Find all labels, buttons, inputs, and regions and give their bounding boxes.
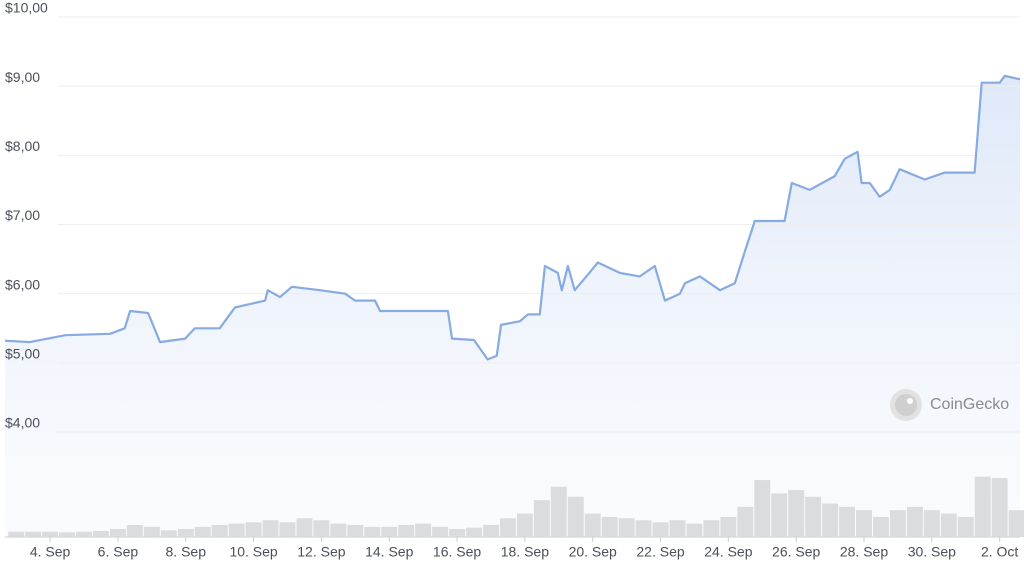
volume-bar <box>957 516 974 537</box>
volume-bar <box>25 531 42 537</box>
watermark: CoinGecko <box>930 396 1009 413</box>
volume-bar <box>466 527 482 537</box>
volume-bar <box>228 523 245 537</box>
volume-bar <box>262 520 279 537</box>
y-tick-label: $6,00 <box>5 276 40 292</box>
volume-bar <box>398 524 415 537</box>
volume-bar <box>991 478 1008 537</box>
volume-bar <box>296 518 313 537</box>
price-line <box>4 74 1021 361</box>
volume-bar <box>856 510 872 537</box>
volume-bar <box>974 476 991 537</box>
volume-bar <box>533 500 550 537</box>
volume-bar <box>279 522 296 537</box>
volume-bar <box>177 528 194 537</box>
volume-bar <box>889 510 906 537</box>
volume-bar <box>822 503 839 537</box>
volume-bar <box>940 513 957 537</box>
x-tick-label: 18. Sep <box>501 544 549 560</box>
volume-bar <box>160 530 177 537</box>
x-tick-label: 28. Sep <box>840 544 888 560</box>
x-tick-label: 20. Sep <box>569 544 617 560</box>
volume-bar <box>839 506 856 537</box>
volume-bar <box>211 524 228 537</box>
volume-bar <box>313 520 330 537</box>
volume-bar <box>109 528 126 537</box>
volume-bar <box>245 522 262 537</box>
y-tick-label: $5,00 <box>5 346 40 362</box>
watermark-logo <box>890 389 922 421</box>
volume-bar <box>330 523 347 537</box>
x-tick-label: 22. Sep <box>636 544 684 560</box>
volume-bar <box>482 524 499 537</box>
volume-bar <box>449 528 466 537</box>
volume-bar <box>923 510 940 537</box>
y-tick-label: $10,00 <box>5 0 48 16</box>
x-tick-label: 26. Sep <box>772 544 820 560</box>
volume-bar <box>567 496 584 537</box>
y-tick-label: $7,00 <box>5 207 40 223</box>
volume-bar <box>1008 510 1024 537</box>
volume-bar <box>8 531 25 537</box>
y-tick-label: $8,00 <box>5 138 40 154</box>
volume-bar <box>805 496 822 537</box>
volume-bar <box>771 493 788 537</box>
volume-bar <box>59 532 76 537</box>
x-tick-label: 16. Sep <box>433 544 481 560</box>
volume-bar <box>415 523 432 537</box>
volume-bar <box>92 530 109 537</box>
volume-bar <box>669 520 686 537</box>
volume-bar <box>788 490 805 537</box>
x-tick-label: 24. Sep <box>704 544 752 560</box>
volume-bar <box>76 531 92 537</box>
volume-bar <box>381 526 398 537</box>
volume-bar <box>364 526 381 537</box>
volume-bar <box>194 526 211 537</box>
volume-bar <box>635 520 652 537</box>
x-tick-label: 4. Sep <box>30 544 71 560</box>
volume-bar <box>42 531 59 537</box>
volume-bar <box>126 524 143 537</box>
volume-bar <box>550 486 567 537</box>
volume-bar <box>703 520 720 537</box>
x-tick-label: 14. Sep <box>365 544 413 560</box>
volume-bar <box>143 526 160 537</box>
x-tick-label: 30. Sep <box>908 544 956 560</box>
y-tick-label: $9,00 <box>5 69 40 85</box>
x-tick-label: 6. Sep <box>98 544 139 560</box>
volume-bar <box>720 516 737 537</box>
volume-bar <box>516 513 533 537</box>
volume-bar <box>737 506 754 537</box>
volume-bar <box>686 523 703 537</box>
volume-bar <box>432 526 449 537</box>
volume-bar <box>347 524 364 537</box>
x-tick-label: 10. Sep <box>229 544 277 560</box>
area-fill <box>5 75 1020 538</box>
volume-bar <box>499 518 516 537</box>
volume-bar <box>584 513 601 537</box>
x-tick-label: 2. Oct <box>981 544 1018 560</box>
volume-bar <box>906 506 923 537</box>
x-tick-label: 12. Sep <box>297 544 345 560</box>
y-tick-label: $4,00 <box>5 415 40 431</box>
volume-bar <box>601 516 618 537</box>
volume-bar <box>872 516 889 537</box>
x-tick-label: 8. Sep <box>166 544 207 560</box>
volume-bar <box>754 480 771 537</box>
volume-bar <box>618 518 635 537</box>
volume-bar <box>652 522 669 537</box>
